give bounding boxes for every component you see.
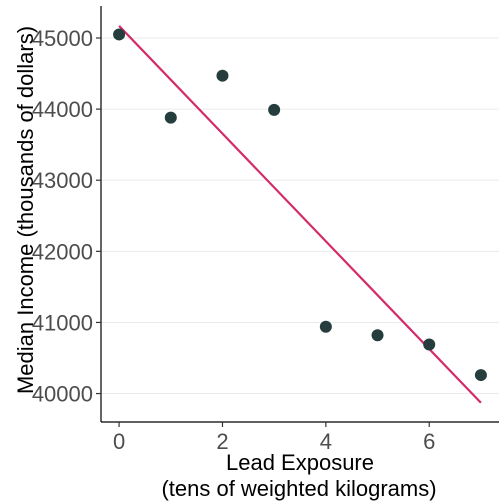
x-tick-label: 4 — [320, 429, 332, 454]
trend-line-layer — [118, 25, 482, 404]
gridlines — [101, 37, 499, 395]
tick-labels: 40000 41000 42000 43000 44000 45000 0 2 4 6 — [32, 26, 436, 454]
y-tick-label: 45000 — [32, 26, 93, 51]
x-tick-label: 0 — [113, 429, 125, 454]
y-tick-label: 41000 — [32, 310, 93, 335]
y-axis-title: Median Income (thousands of dollars) — [13, 26, 38, 394]
data-point-2 — [216, 69, 229, 82]
x-axis-title-line-1: Lead Exposure — [226, 450, 374, 475]
y-tick-label: 44000 — [32, 97, 93, 122]
data-points — [113, 28, 487, 382]
y-tick-label: 42000 — [32, 239, 93, 264]
data-point-6 — [423, 338, 436, 351]
data-point-3 — [268, 103, 281, 116]
x-tick-label: 2 — [216, 429, 228, 454]
y-tick-label: 40000 — [32, 382, 93, 407]
axes — [96, 6, 499, 427]
data-point-7 — [474, 369, 487, 382]
x-tick-label: 6 — [423, 429, 435, 454]
data-point-0 — [113, 28, 126, 41]
data-point-5 — [371, 329, 384, 342]
regression-line — [118, 25, 482, 404]
y-tick-label: 43000 — [32, 168, 93, 193]
x-axis-title-line-2: (tens of weighted kilograms) — [161, 476, 436, 501]
data-point-1 — [164, 111, 177, 124]
data-point-4 — [319, 320, 332, 333]
